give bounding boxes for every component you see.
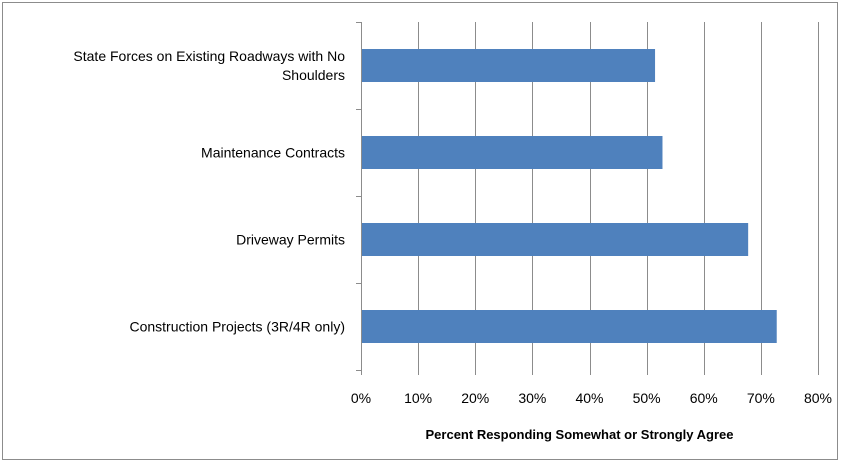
x-tick-label: 30% [518, 390, 546, 406]
bar [362, 310, 777, 343]
x-tick-label: 40% [575, 390, 603, 406]
bar [362, 223, 749, 256]
x-tick-label: 50% [633, 390, 661, 406]
bar [362, 136, 663, 169]
x-tick-label: 0% [351, 390, 371, 406]
x-axis-title: Percent Responding Somewhat or Strongly … [426, 427, 734, 442]
bar [362, 49, 656, 82]
x-tick-label: 70% [747, 390, 775, 406]
x-tick-label: 80% [804, 390, 832, 406]
x-tick-label: 10% [404, 390, 432, 406]
x-tick-label: 20% [461, 390, 489, 406]
category-label: Construction Projects (3R/4R only) [129, 319, 345, 335]
category-label: State Forces on Existing Roadways with N… [73, 48, 345, 64]
category-label: Driveway Permits [236, 232, 345, 248]
category-label: Shoulders [282, 67, 345, 83]
x-tick-label: 60% [690, 390, 718, 406]
category-label: Maintenance Contracts [201, 145, 345, 161]
